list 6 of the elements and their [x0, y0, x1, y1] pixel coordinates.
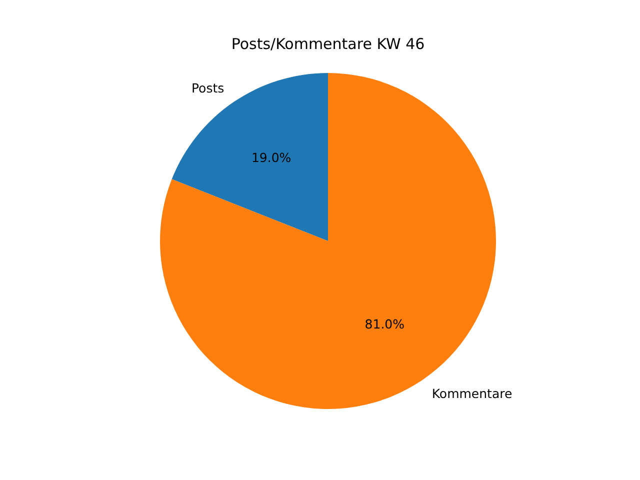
slice-label: Posts [191, 80, 224, 96]
data-label: 19.0% [251, 150, 292, 166]
data-label: 81.0% [364, 316, 405, 332]
chart-title: Posts/Kommentare KW 46 [231, 35, 425, 53]
pie-slice [172, 73, 328, 241]
slice-label: Kommentare [432, 386, 512, 402]
